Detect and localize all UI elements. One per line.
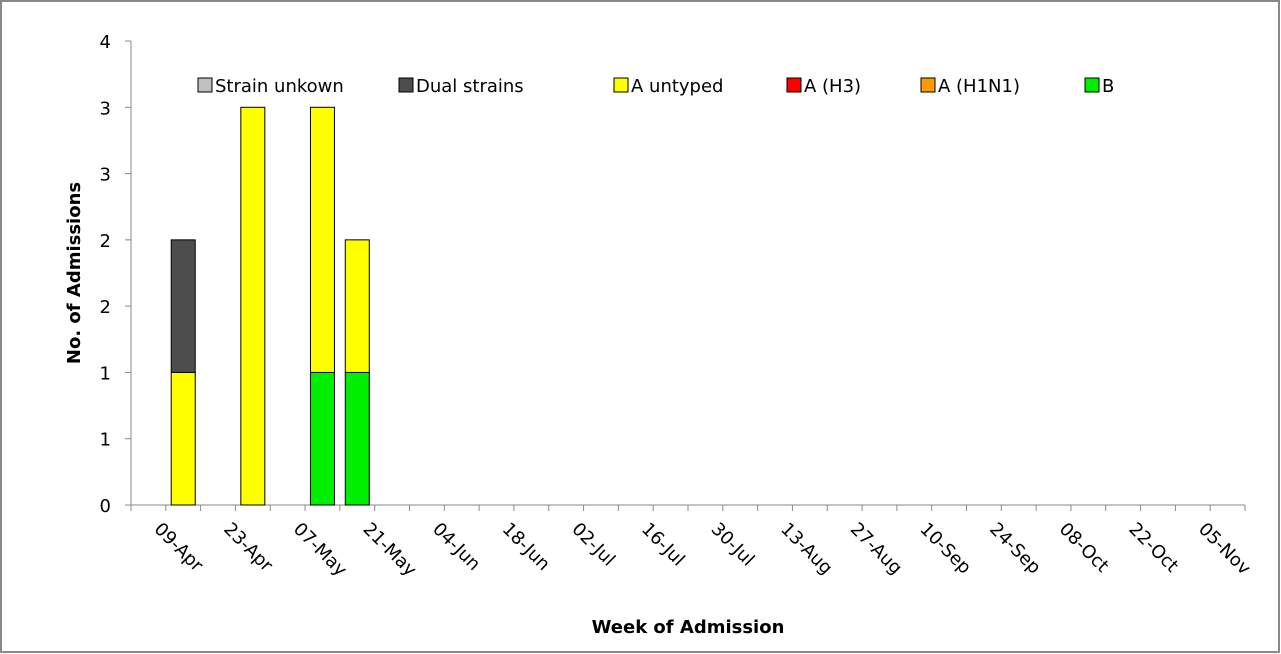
bar [240,106,266,506]
y-tick-label: 1 [100,430,111,451]
bar [170,371,196,506]
legend-swatch [613,77,629,93]
x-axis-title: Week of Admission [592,617,785,638]
bar [309,106,335,373]
legend-label: Dual strains [416,76,524,97]
bar [170,239,196,373]
y-tick-label: 1 [100,363,111,384]
legend-swatch [1084,77,1100,93]
legend-swatch [786,77,802,93]
y-tick-label: 4 [100,32,111,53]
legend-swatch [197,77,213,93]
y-tick-label: 2 [100,231,111,252]
y-tick-label: 0 [100,496,111,517]
y-axis-title: No. of Admissions [64,182,85,364]
legend-swatch [920,77,936,93]
legend-label: Strain unkown [215,76,344,97]
bar [344,371,370,506]
y-tick-label: 3 [100,165,111,186]
legend-label: B [1102,76,1114,97]
legend-label: A untyped [631,76,724,97]
legend-swatch [398,77,414,93]
legend-label: A (H3) [804,76,861,97]
y-tick-label: 3 [100,98,111,119]
bar [309,371,335,506]
legend-label: A (H1N1) [938,76,1020,97]
bar [344,239,370,373]
y-tick-label: 2 [100,297,111,318]
